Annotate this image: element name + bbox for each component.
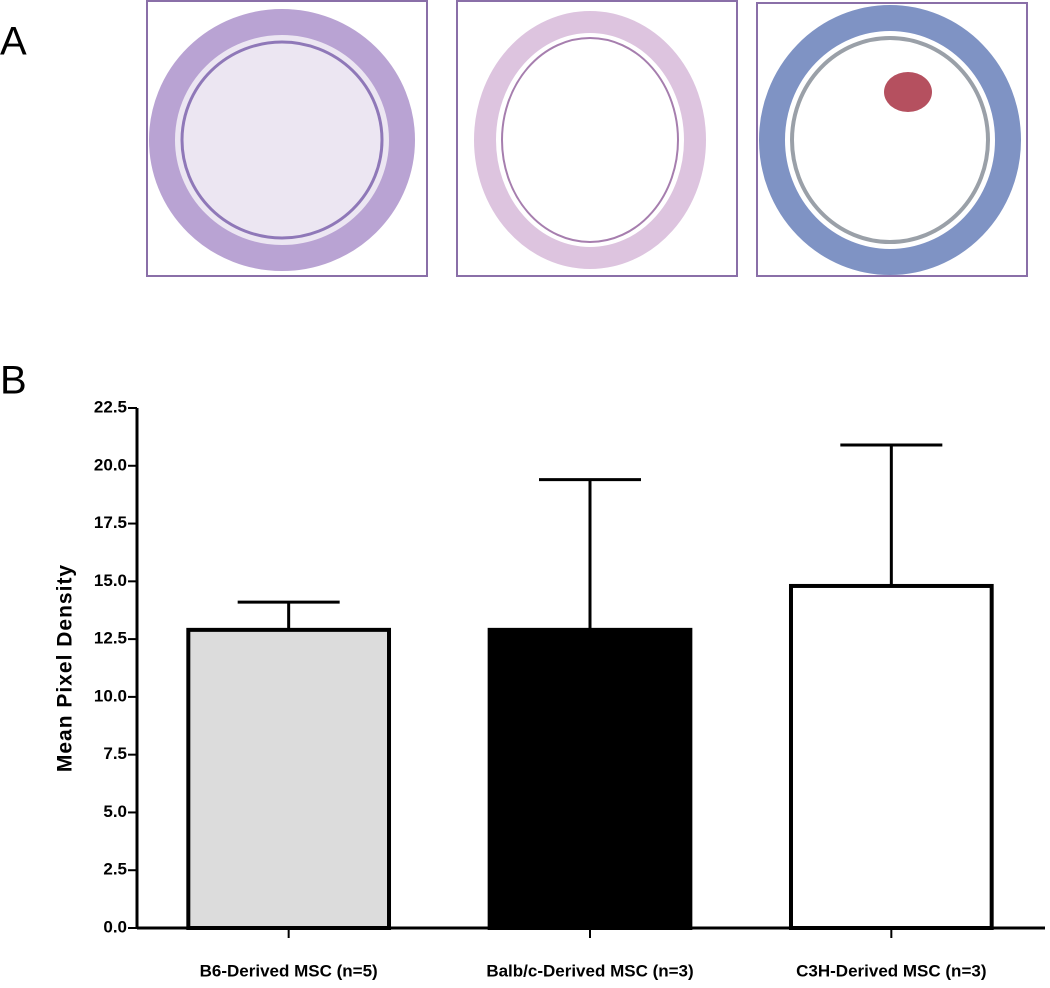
y-tick-label: 15.0 <box>94 571 127 590</box>
y-tick-label: 20.0 <box>94 455 127 474</box>
x-tick-label: Balb/c-Derived MSC (n=3) <box>486 961 693 980</box>
y-tick-label: 0.0 <box>103 917 127 936</box>
y-tick-label: 5.0 <box>103 802 127 821</box>
y-tick-label: 7.5 <box>103 744 127 763</box>
x-tick-label: B6-Derived MSC (n=5) <box>200 961 378 980</box>
bar <box>788 583 994 930</box>
y-tick-label: 22.5 <box>94 397 127 416</box>
panel-label: A <box>0 20 27 64</box>
y-tick-label: 17.5 <box>94 513 127 532</box>
y-axis-label: Mean Pixel Density <box>54 564 77 772</box>
y-tick-label: 12.5 <box>94 629 127 648</box>
bar <box>487 627 693 930</box>
bar <box>186 627 392 930</box>
micrograph <box>756 2 1028 277</box>
panel-label: B <box>0 359 27 403</box>
y-tick-label: 2.5 <box>103 860 127 879</box>
y-tick-label: 10.0 <box>94 686 127 705</box>
micrograph <box>146 0 428 277</box>
micrograph <box>456 0 738 277</box>
x-tick-label: C3H-Derived MSC (n=3) <box>796 961 986 980</box>
